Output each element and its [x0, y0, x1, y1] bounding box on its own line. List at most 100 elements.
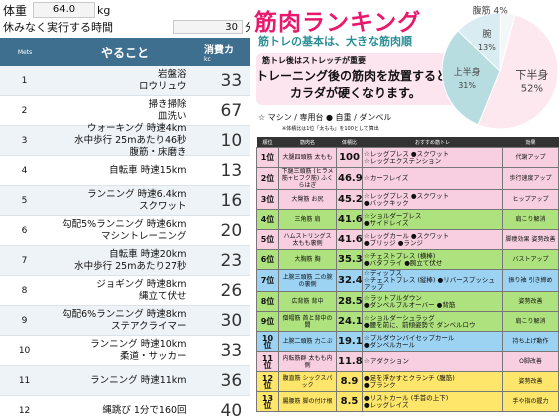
pie-slice [499, 12, 516, 72]
table-row[interactable]: 7 自転車 時速20km 水中歩行 25mあたり27秒 23 [0, 246, 250, 276]
header-calories: 消費カ kc [200, 38, 250, 66]
rank-position: 13位 [256, 391, 279, 412]
pie-label: 腕 [482, 28, 491, 40]
effect: バストアップ [502, 249, 559, 270]
exercise-line: ☆レッグプレス ●スクワット [364, 191, 450, 200]
activity-cell: 自転車 時速20km 水中歩行 25mあたり27秒 [49, 246, 190, 275]
lead-line-2: トレーニング後の筋肉を放置すると [256, 69, 449, 83]
volume-ratio: 100 [336, 147, 363, 168]
effect: 脚痩効果 姿勢改善 [502, 229, 559, 250]
table-row[interactable]: 12 縄跳び 1分で160回 40 [0, 396, 250, 420]
mets-cell: 9 [21, 315, 28, 326]
table-row[interactable]: 11 ランニング 時速11km 36 [0, 366, 250, 396]
table-row[interactable]: 4 自転車 時速15km 13 [0, 156, 250, 186]
pie-value-label: 13% [478, 43, 496, 52]
effect: O脚改善 [502, 351, 559, 372]
activity-cell: 勾配5%ランニング 時速6km マシントレーニング [49, 216, 190, 245]
muscle-name: 内転筋群 太もも内側 [278, 351, 337, 372]
activity-line: 勾配6%ランニング 時速8km [62, 308, 187, 320]
table-row[interactable]: 6 勾配5%ランニング 時速6km マシントレーニング 20 [0, 216, 250, 246]
ranking-header-row: 順位 筋肉名 体積比 おすすめ筋トレ 効果 [256, 137, 559, 148]
calorie-cell: 20 [220, 220, 243, 241]
recommended-exercise: ●リストカール (手首の上下) ●レッグレイズ [362, 391, 503, 412]
volume-ratio: 41.6 [336, 209, 363, 230]
activity-cell: 掃き掃除 皿洗い [49, 96, 190, 125]
volume-ratio: 8.5 [336, 391, 363, 412]
mets-cell: 8 [21, 285, 28, 296]
table-row[interactable]: 3 ウォーキング 時速4km 水中歩行 25mあたり46秒 腹筋・床磨き 10 [0, 123, 250, 158]
poster-note: ※体積比は1位「太もも」を100として算出 [282, 126, 379, 132]
table-row[interactable]: 9 勾配6%ランニング 時速8km ステアクライマー 30 [0, 306, 250, 336]
ranking-header-cell: おすすめ筋トレ [362, 137, 503, 148]
weight-label: 体重 [3, 3, 28, 18]
rank-position: 7位 [256, 269, 279, 292]
activity-cell: 岩盤浴 ロウリュウ [49, 66, 190, 95]
activity-line: 縄立て伏せ [139, 290, 187, 302]
muscle-name: 大臀筋 お尻 [278, 189, 337, 210]
exercise-line: ☆ラットプルダウン [364, 293, 422, 302]
weight-input[interactable]: 64.0 [33, 2, 95, 18]
activity-line: マシントレーニング [101, 230, 187, 242]
ranking-header-cell: 筋肉名 [278, 137, 337, 148]
poster-lead-box: 筋トレ後はストレッチが重要 トレーニング後の筋肉を放置すると カラダが硬くなりま… [256, 53, 460, 105]
ranking-row: 13位 腸腰筋 脚の付け根 8.5 ●リストカール (手首の上下) ●レッグレイズ 手や指… [256, 391, 559, 412]
activity-cell: ジョギング 時速8km 縄立て伏せ [49, 276, 190, 305]
table-header: Mets やること 消費カ kc [0, 38, 250, 66]
pie-slice [441, 30, 501, 126]
table-row[interactable]: 2 掃き掃除 皿洗い 67 [0, 96, 250, 126]
duration-input[interactable]: 30 [173, 20, 243, 34]
table-row[interactable]: 1 岩盤浴 ロウリュウ 33 [0, 66, 250, 96]
recommended-exercise: ☆チェストプレス (横棒) ●バタフライ ●腕立て伏せ [362, 249, 503, 270]
activity-cell: ランニング 時速11km [49, 366, 190, 395]
ranking-body: 1位 大腿四頭筋 太もも 100 ☆レッグプレス ●スクワット ☆レッグエクステンション… [256, 147, 559, 412]
mets-cell: 11 [18, 375, 31, 386]
exercise-line: ●リストカール (手首の上下) [364, 393, 449, 402]
ranking-row: 8位 広背筋 背中 28.5 ☆ラットプルダウン ●ダンベルプルオーバー ●背筋 姿勢改善 [256, 291, 559, 312]
activity-line: ステアクライマー [111, 320, 187, 332]
table-row[interactable]: 10 ランニング 時速10km 柔道・サッカー 33 [0, 336, 250, 366]
header-activity: やること [100, 45, 149, 60]
effect: 姿勢改善 [502, 291, 559, 312]
exercise-line: ●腰を前に、前傾姿勢で ダンベルロウ [364, 320, 476, 329]
muscle-name: 大腿四頭筋 太もも [278, 147, 337, 168]
activity-line: 勾配5%ランニング 時速6km [62, 218, 187, 230]
calorie-cell: 13 [220, 160, 243, 181]
effect: 手や指の握力 [502, 391, 559, 412]
rank-position: 12位 [256, 371, 279, 392]
exercise-line: ●バタフライ ●腕立て伏せ [364, 258, 443, 267]
activity-cell: 縄跳び 1分で160回 [49, 396, 190, 420]
calorie-cell: 40 [220, 400, 243, 420]
table-row[interactable]: 5 ランニング 時速6.4km スクワット 16 [0, 186, 250, 216]
table-row[interactable]: 8 ジョギング 時速8km 縄立て伏せ 26 [0, 276, 250, 306]
rank-position: 4位 [256, 209, 279, 230]
effect: 振り袖 引き締め [502, 269, 559, 292]
muscle-name: 広背筋 背中 [278, 291, 337, 312]
activity-line: 水中歩行 25mあたり27秒 [74, 260, 187, 272]
volume-ratio: 28.5 [336, 291, 363, 312]
effect: 代謝アップ [502, 147, 559, 168]
rank-position: 3位 [256, 189, 279, 210]
exercise-line: ☆レッグエクステンション [364, 156, 442, 165]
volume-ratio: 11.8 [336, 351, 363, 372]
ranking-row: 4位 三角筋 肩 41.6 ☆ショルダープレス ●サイドレイズ 肩こり解消 [256, 209, 559, 230]
exercise-line: ☆ショルダープレス [364, 211, 422, 220]
poster-legend: ☆ マシン / 専用台 ● 自重 / ダンベル [258, 113, 392, 122]
activity-line: 自転車 時速20km [109, 248, 187, 260]
rank-position: 5位 [256, 229, 279, 250]
recommended-exercise: ☆ショルダープレス ●サイドレイズ [362, 209, 503, 230]
recommended-exercise: ☆プルダウンバイセップカール ●ダンベルカール [362, 331, 503, 352]
poster-title: 筋肉ランキング [254, 10, 422, 36]
pie-label: 下半身 [515, 68, 548, 82]
activity-line: ランニング 時速11km [90, 374, 187, 386]
effect: 持ち上げ動作 [502, 331, 559, 352]
rank-position: 8位 [256, 291, 279, 312]
pie-value-label: 31% [458, 81, 476, 90]
activity-line: 皿洗い [158, 110, 187, 122]
ranking-row: 10位 上腕二頭筋 力こぶ 19.1 ☆プルダウンバイセップカール ●ダンベルカール 持ち… [256, 331, 559, 352]
mets-cell: 10 [18, 345, 31, 356]
calorie-cell: 67 [220, 100, 243, 121]
activity-line: 縄跳び 1分で160回 [102, 404, 187, 416]
effect: 歩行速度アップ [502, 167, 559, 190]
calorie-cell: 26 [220, 280, 243, 301]
volume-ratio: 35.3 [336, 249, 363, 270]
